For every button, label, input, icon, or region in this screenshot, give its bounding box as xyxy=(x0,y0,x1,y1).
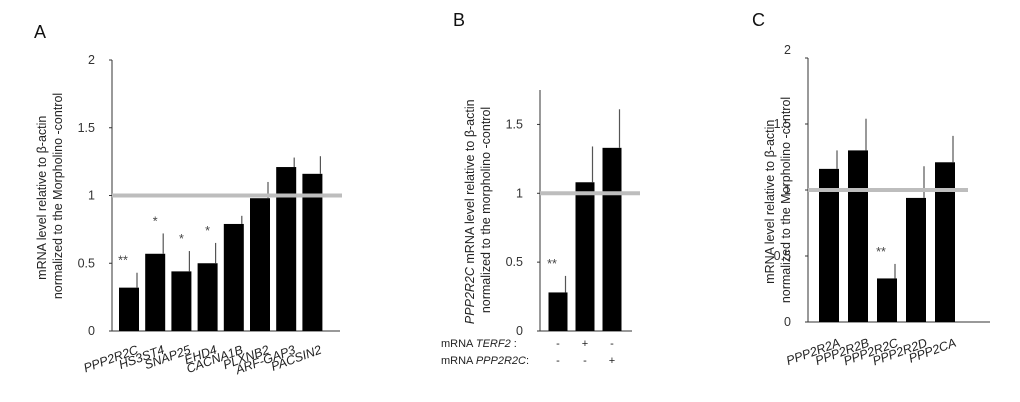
condition-mark: + xyxy=(582,338,588,350)
panel-b-condition-row-1-label: mRNA TERF2 : xyxy=(441,338,517,350)
bar xyxy=(276,167,297,331)
y-tick-label: 2 xyxy=(784,43,791,57)
y-tick-label: 0 xyxy=(88,324,95,338)
condition-mark: - xyxy=(583,355,587,367)
significance-label: * xyxy=(179,232,184,246)
y-tick-label: 1 xyxy=(88,189,95,203)
bar xyxy=(223,223,244,331)
panel-a-letter: A xyxy=(34,22,46,42)
panel-b-ylabel-line2: normalized to the morpholino -control xyxy=(479,107,493,313)
panel-c-plot: 00.511.52**PPP2R2APPP2R2BPPP2R2CPPP2R2DP… xyxy=(774,43,990,368)
bar xyxy=(302,173,323,331)
condition-mark: + xyxy=(609,355,615,367)
bar xyxy=(548,292,568,331)
bar xyxy=(145,253,166,331)
bar xyxy=(197,263,218,331)
bar xyxy=(250,198,270,331)
bar xyxy=(602,147,622,331)
cond2-gene: PPP2R2C xyxy=(476,355,526,367)
y-tick-label: 0 xyxy=(784,315,791,329)
panel-b: B PPP2R2C mRNA level relative to β-actin… xyxy=(441,10,640,367)
bar xyxy=(848,150,868,322)
y-tick-label: 1.5 xyxy=(774,117,791,131)
significance-label: * xyxy=(153,214,158,228)
cond2-suffix: : xyxy=(526,355,529,367)
cond1-prefix: mRNA xyxy=(441,338,476,350)
cond1-suffix: : xyxy=(511,338,517,350)
panel-a: A mRNA level relative to β-actin normali… xyxy=(34,22,342,378)
y-tick-label: 0.5 xyxy=(774,249,791,263)
panel-b-letter: B xyxy=(453,10,465,30)
panel-b-ylabel-gene: PPP2R2C xyxy=(463,266,477,324)
significance-label: ** xyxy=(547,257,557,271)
y-tick-label: 2 xyxy=(88,53,95,67)
bar xyxy=(819,168,839,322)
bar xyxy=(906,197,926,322)
panel-c: C mRNA level relative to β-actin normali… xyxy=(752,10,990,368)
cond2-prefix: mRNA xyxy=(441,355,476,367)
panel-b-plot: 0 0.5 1 1.5 ** - + - - - + xyxy=(506,90,640,367)
bar xyxy=(877,278,897,322)
panel-b-condition-row-2-label: mRNA PPP2R2C: xyxy=(441,355,529,367)
panel-b-ylabel: PPP2R2C mRNA level relative to β-actin n… xyxy=(463,96,493,324)
bar xyxy=(119,287,139,331)
panel-b-ylabel-line1: PPP2R2C mRNA level relative to β-actin xyxy=(463,99,477,324)
panel-b-ylabel-text: mRNA level relative to β-actin xyxy=(463,99,477,267)
y-tick-label: 0.5 xyxy=(78,256,95,270)
significance-label: ** xyxy=(876,245,886,259)
panel-a-ylabel-line1: mRNA level relative to β-actin xyxy=(35,116,49,280)
panel-a-ylabel-line2: normalized to the Morpholino -control xyxy=(51,93,65,299)
significance-label: ** xyxy=(118,254,128,268)
bar xyxy=(575,182,595,331)
significance-label: * xyxy=(205,224,210,238)
panel-a-plot: 00.511.52*****PPP2R2CHS3ST4SNAP25EHD4CAC… xyxy=(78,53,342,378)
bar xyxy=(171,271,192,331)
y-tick-label: 1 xyxy=(516,186,523,200)
panel-c-ylabel: mRNA level relative to β-actin normalize… xyxy=(763,97,793,303)
bar xyxy=(935,162,955,322)
y-tick-label: 1.5 xyxy=(78,121,95,135)
condition-mark: - xyxy=(610,338,614,350)
condition-mark: - xyxy=(556,338,560,350)
panel-a-ylabel: mRNA level relative to β-actin normalize… xyxy=(35,93,65,299)
panel-c-ylabel-line1: mRNA level relative to β-actin xyxy=(763,120,777,284)
y-tick-label: 0 xyxy=(516,324,523,338)
panel-c-ylabel-line2: normalized to the Morpholino -control xyxy=(779,97,793,303)
y-tick-label: 1.5 xyxy=(506,117,523,131)
y-tick-label: 0.5 xyxy=(506,255,523,269)
cond1-gene: TERF2 xyxy=(476,338,511,350)
y-tick-label: 1 xyxy=(784,183,791,197)
panel-c-letter: C xyxy=(752,10,765,30)
condition-mark: - xyxy=(556,355,560,367)
